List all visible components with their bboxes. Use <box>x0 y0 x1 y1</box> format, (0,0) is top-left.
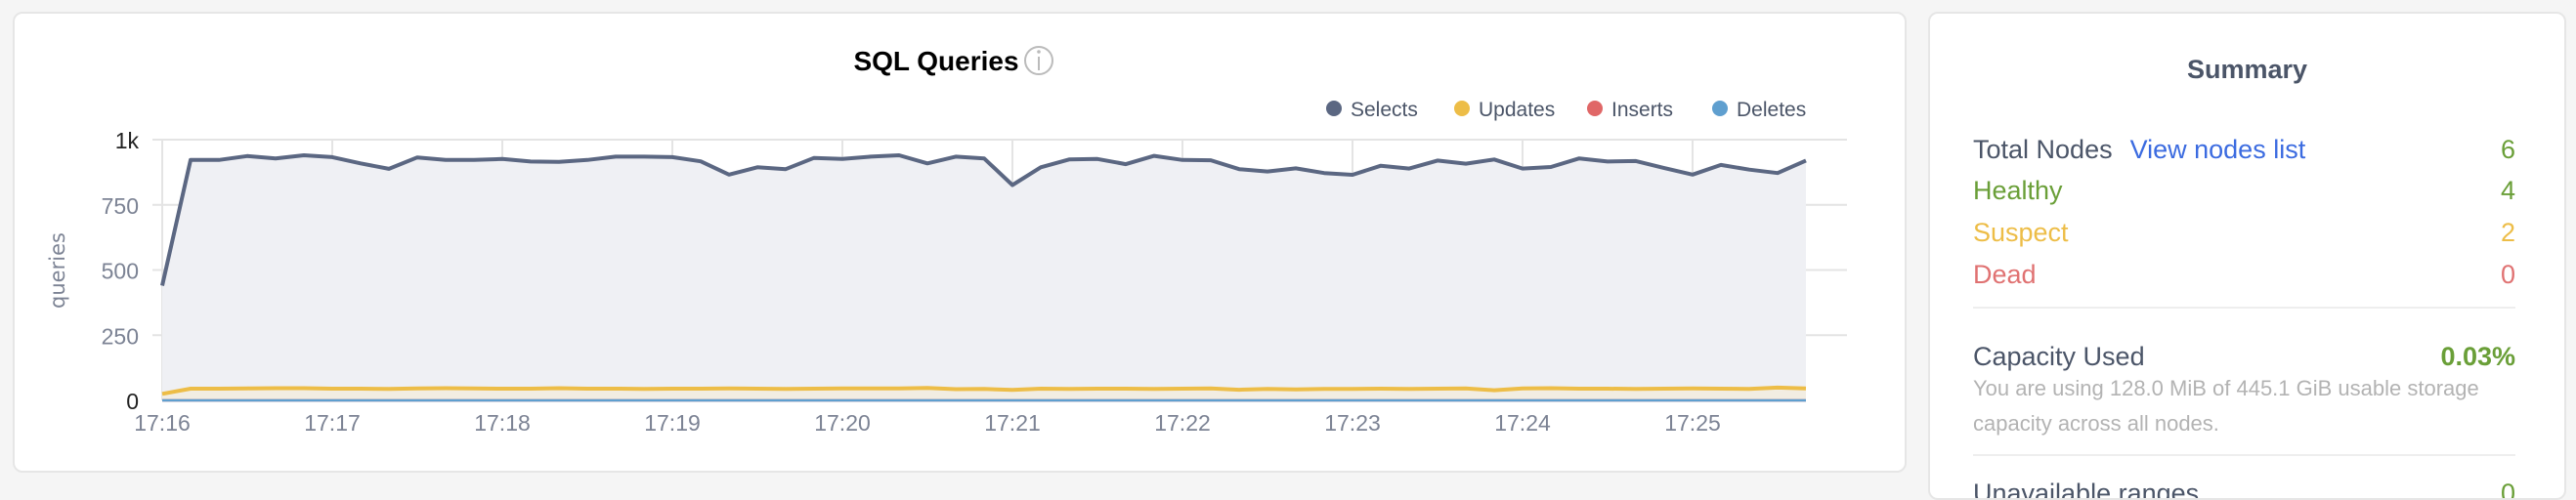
y-tick-label: 1k <box>115 128 140 153</box>
legend-item-selects: Selects <box>1326 99 1418 121</box>
healthy-value: 4 <box>2500 176 2515 205</box>
legend-dot-icon <box>1326 101 1342 116</box>
y-tick-label: 0 <box>126 389 139 414</box>
y-tick-label: 250 <box>102 323 139 349</box>
legend-label: Updates <box>1479 99 1555 121</box>
unavailable-ranges-row: Unavailable ranges 0 <box>1973 479 2515 500</box>
y-tick-label: 750 <box>102 193 139 219</box>
legend-item-inserts: Inserts <box>1587 99 1673 121</box>
area-updates <box>162 387 1806 400</box>
summary-card: Summary Total Nodes View nodes list 6 Hea… <box>1928 12 2566 500</box>
legend-item-updates: Updates <box>1454 99 1555 121</box>
y-axis-label: queries <box>46 232 69 309</box>
view-nodes-list-link[interactable]: View nodes list <box>2129 135 2306 164</box>
x-tick-label: 17:20 <box>814 410 871 436</box>
capacity-row: Capacity Used 0.03% <box>1973 342 2515 372</box>
divider <box>1973 454 2515 456</box>
legend-dot-icon <box>1712 101 1728 116</box>
y-tick-label: 500 <box>102 259 139 284</box>
line-selects <box>160 153 1807 286</box>
dead-label: Dead <box>1973 260 2037 289</box>
legend-label: Deletes <box>1737 99 1806 121</box>
info-circle-icon[interactable] <box>1024 46 1053 75</box>
dead-value: 0 <box>2500 260 2515 289</box>
area-selects <box>162 155 1806 400</box>
total-nodes-value: 6 <box>2500 135 2515 164</box>
suspect-label: Suspect <box>1973 218 2069 247</box>
x-tick-label: 17:24 <box>1494 410 1551 436</box>
x-tick-label: 17:25 <box>1664 410 1721 436</box>
total-nodes-label: Total Nodes <box>1973 135 2113 164</box>
suspect-row: Suspect 2 <box>1973 218 2515 248</box>
capacity-label: Capacity Used <box>1973 342 2145 371</box>
x-tick-label: 17:22 <box>1154 410 1211 436</box>
legend-dot-icon <box>1454 101 1470 116</box>
summary-title: Summary <box>2186 55 2308 84</box>
x-tick-label: 17:17 <box>304 410 361 436</box>
capacity-value: 0.03% <box>2440 342 2515 371</box>
healthy-label: Healthy <box>1973 176 2063 205</box>
x-tick-label: 17:21 <box>984 410 1041 436</box>
legend-item-deletes: Deletes <box>1712 99 1806 121</box>
legend-label: Inserts <box>1611 99 1673 121</box>
x-tick-label: 17:23 <box>1324 410 1381 436</box>
line-updates <box>161 385 1807 396</box>
x-tick-label: 17:18 <box>474 410 531 436</box>
suspect-value: 2 <box>2500 218 2515 247</box>
dead-row: Dead 0 <box>1973 260 2515 290</box>
unavailable-ranges-label: Unavailable ranges <box>1973 479 2200 500</box>
x-tick-label: 17:16 <box>134 410 191 436</box>
chart-title: SQL Queries <box>853 46 1018 76</box>
legend-label: Selects <box>1351 99 1418 121</box>
healthy-row: Healthy 4 <box>1973 176 2515 206</box>
total-nodes-row: Total Nodes View nodes list 6 <box>1973 135 2515 165</box>
divider <box>1973 307 2515 309</box>
unavailable-ranges-value: 0 <box>2500 479 2515 500</box>
legend-dot-icon <box>1587 101 1603 116</box>
chart-legend: Selects Updates Inserts Deletes <box>1326 99 1806 121</box>
capacity-description: You are using 128.0 MiB of 445.1 GiB usa… <box>1973 376 2479 436</box>
x-tick-label: 17:19 <box>644 410 701 436</box>
sql-queries-chart: SQL Queries Selects Updates Inserts Deletes… <box>46 46 1847 436</box>
